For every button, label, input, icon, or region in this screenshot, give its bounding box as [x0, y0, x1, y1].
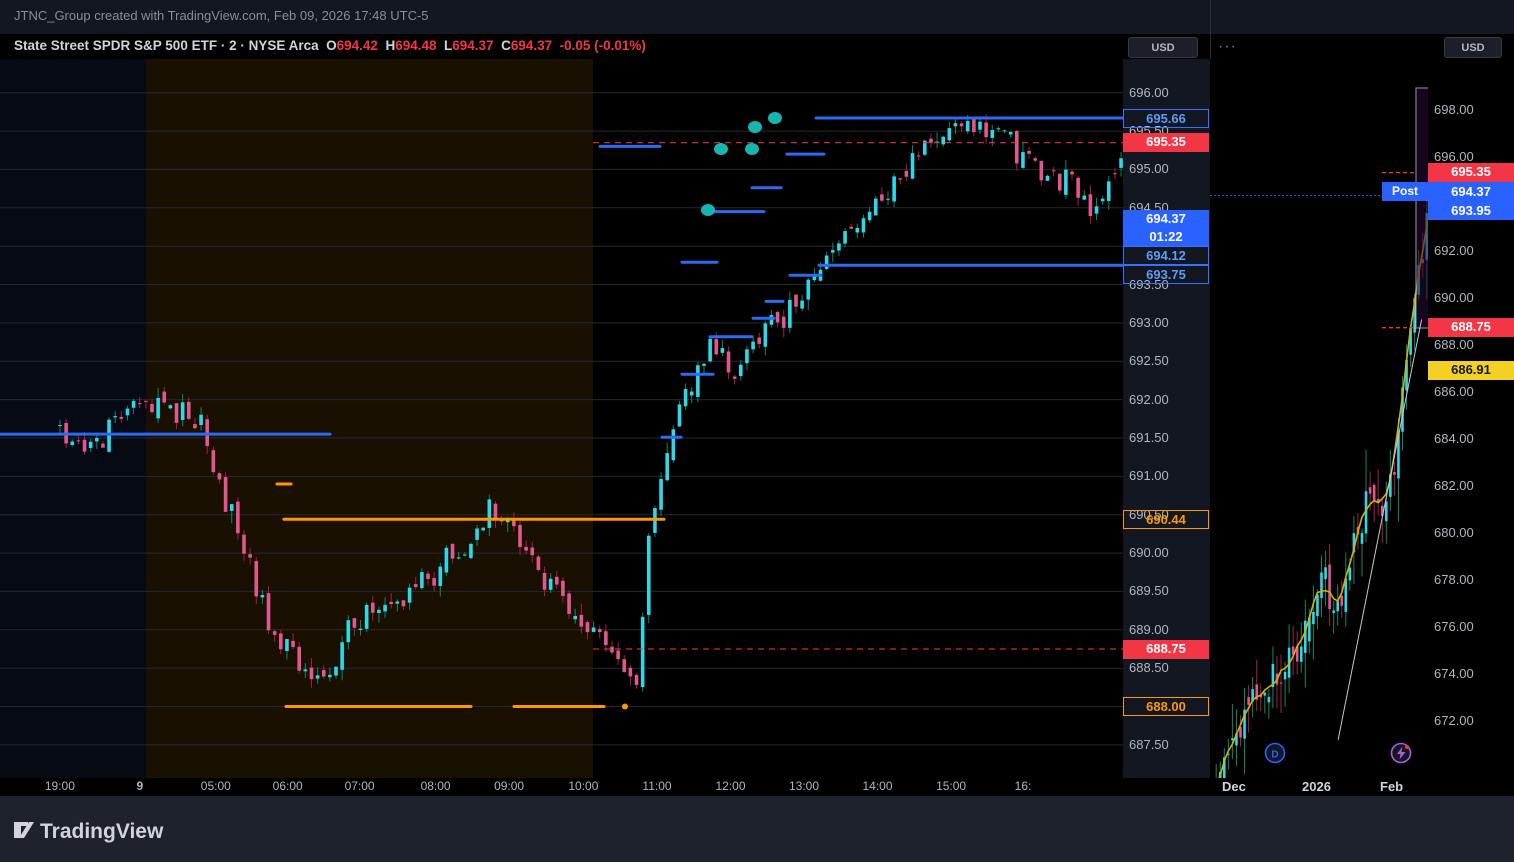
svg-text:D: D	[1271, 750, 1278, 761]
